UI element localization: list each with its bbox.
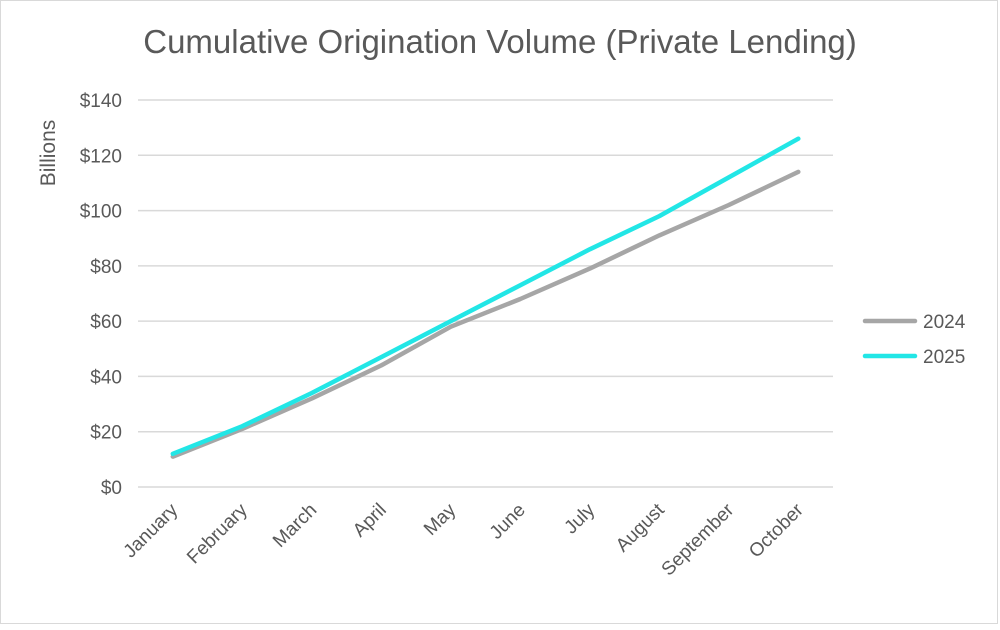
x-tick-label: March <box>269 500 321 552</box>
x-tick-label: October <box>745 499 808 562</box>
x-tick-label: April <box>349 500 391 542</box>
series-line-2024 <box>170 169 801 459</box>
series-lines <box>170 136 801 459</box>
y-tick-label: $0 <box>101 478 122 499</box>
x-tick-label: February <box>183 499 252 568</box>
legend-label-2025: 2025 <box>923 347 965 368</box>
y-axis-label: Billions <box>37 120 60 187</box>
x-tick-label: June <box>486 500 530 544</box>
y-tick-label: $80 <box>90 257 122 278</box>
y-tick-labels: $0 $20 $40 $60 $80 $100 $120 $140 <box>80 91 122 499</box>
y-tick-label: $140 <box>80 91 122 112</box>
legend-label-2024: 2024 <box>923 312 966 333</box>
y-tick-label: $100 <box>80 202 122 223</box>
y-tick-label: $20 <box>90 423 122 444</box>
x-tick-label: September <box>658 499 739 580</box>
y-tick-label: $120 <box>80 146 122 167</box>
x-tick-label: August <box>612 499 669 556</box>
x-tick-label: May <box>420 499 461 540</box>
chart-title: Cumulative Origination Volume (Private L… <box>143 23 857 60</box>
x-tick-label: January <box>120 499 183 562</box>
x-tick-labels: January February March April May June July Augu… <box>120 499 809 580</box>
y-tick-label: $60 <box>90 312 122 333</box>
y-tick-label: $40 <box>90 367 122 388</box>
gridlines <box>138 99 833 488</box>
legend: 2024 2025 <box>862 312 966 368</box>
series-line-2025 <box>170 136 801 457</box>
x-tick-label: July <box>561 499 600 538</box>
